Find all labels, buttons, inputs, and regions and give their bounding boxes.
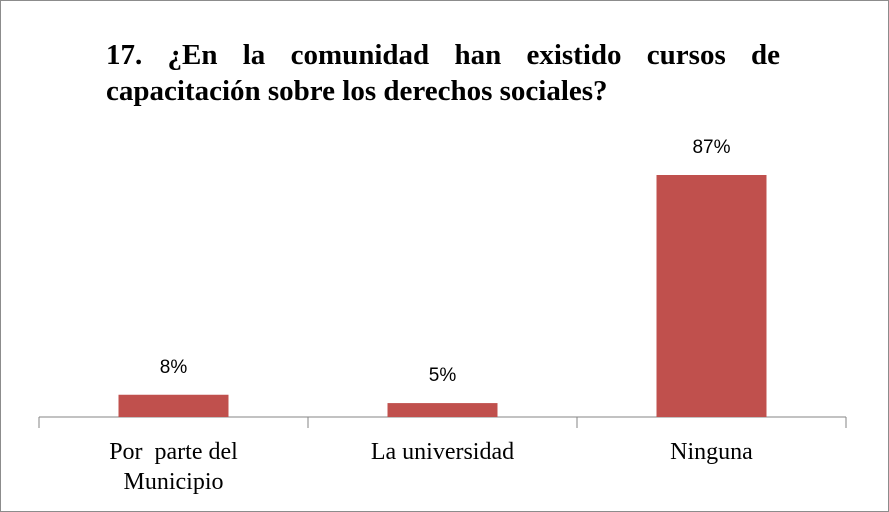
- data-label: 87%: [692, 137, 731, 158]
- bar: [387, 403, 498, 417]
- chart-title: 17. ¿En la comunidad han existido cursos…: [106, 39, 780, 107]
- bar: [118, 394, 229, 417]
- x-tick-label: Ninguna: [670, 439, 753, 465]
- x-tick-label: Por parte del Municipio: [109, 439, 244, 495]
- bar: [656, 175, 767, 417]
- data-label: 5%: [428, 365, 457, 387]
- x-tick-label: La universidad: [370, 439, 515, 465]
- data-label: 8%: [159, 356, 188, 378]
